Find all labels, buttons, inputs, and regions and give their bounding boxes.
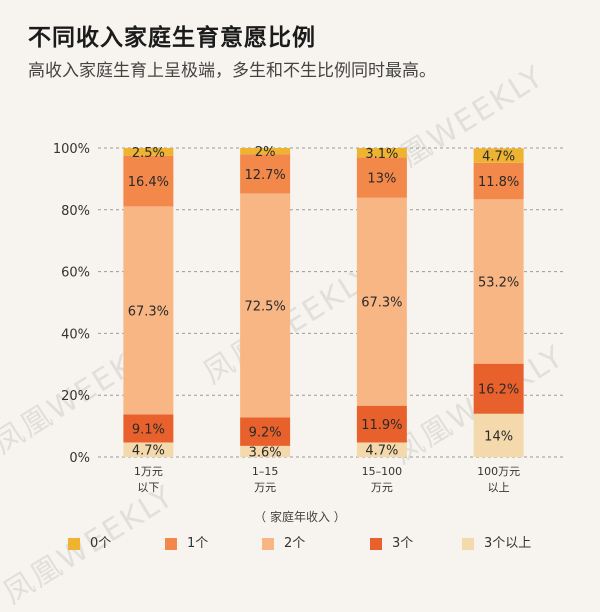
- bar-segment: [356, 148, 407, 158]
- bar-segment: [473, 413, 524, 457]
- bar-segment: [356, 157, 407, 198]
- data-label: 4.7%: [132, 444, 165, 459]
- bar-segment: [240, 148, 291, 155]
- x-tick-label: 1–15: [252, 465, 279, 478]
- x-tick-label: 以上: [488, 481, 510, 494]
- data-label: 11.8%: [478, 175, 519, 190]
- chart-bars: 4.7% 9.1% 67.3% 16.4% 2.5% 3.6% 9.2% 72.5% 12.7%…: [123, 145, 524, 460]
- y-axis-ticks: 0% 20% 40% 60% 80% 100%: [53, 142, 90, 466]
- data-label: 9.2%: [249, 426, 282, 441]
- data-label: 53.2%: [478, 275, 519, 290]
- data-label: 2%: [255, 145, 276, 160]
- x-tick-label: 以下: [137, 481, 159, 494]
- data-label: 11.9%: [361, 418, 402, 433]
- legend-label: 3个: [392, 536, 414, 551]
- bar-segment: [123, 155, 174, 207]
- bar-segment: [240, 154, 291, 194]
- legend-swatch: [262, 537, 274, 550]
- legend-swatch: [462, 537, 474, 550]
- page-title: 不同收入家庭生育意愿比例: [28, 25, 316, 51]
- bar-segment: [473, 162, 524, 200]
- legend-swatch: [370, 537, 382, 550]
- x-tick-label: 万元: [371, 481, 393, 494]
- data-label: 67.3%: [361, 296, 402, 311]
- legend-label: 2个: [284, 536, 306, 551]
- y-tick-label: 20%: [61, 389, 90, 404]
- stacked-bar-chart: 4.7% 9.1% 67.3% 16.4% 2.5% 3.6% 9.2% 72.5% 12.7%…: [53, 142, 565, 494]
- bar-segment: [473, 199, 524, 364]
- bar-segment: [240, 445, 291, 457]
- bar-segment: [123, 148, 174, 156]
- bar-segment: [123, 206, 174, 415]
- legend-item: 2个: [262, 534, 305, 554]
- bar-segment: [123, 414, 174, 443]
- x-tick-label: 100万元: [477, 465, 520, 478]
- data-label: 16.2%: [478, 383, 519, 398]
- bar-segment: [473, 363, 524, 414]
- bar-segment: [473, 148, 524, 163]
- bar-segment: [356, 405, 407, 443]
- data-label: 3.6%: [249, 445, 282, 460]
- legend-label: 3个以上: [484, 536, 532, 551]
- bar-segment: [356, 442, 407, 457]
- legend-item: 1个: [165, 534, 208, 554]
- data-label: 12.7%: [244, 168, 285, 183]
- legend-swatch: [68, 537, 80, 550]
- bar-segment: [240, 417, 291, 446]
- y-tick-label: 80%: [61, 204, 90, 219]
- data-label: 4.7%: [365, 444, 398, 459]
- chart-legend: 0个 1个 2个 3个 3个以上: [0, 534, 600, 558]
- legend-label: 0个: [90, 536, 112, 551]
- legend-item: 3个以上: [462, 534, 531, 554]
- legend-item: 0个: [68, 534, 111, 554]
- legend-swatch: [165, 537, 177, 550]
- legend-item: 3个: [370, 534, 413, 554]
- x-tick-label: 15–100: [362, 465, 403, 478]
- page-subtitle: 高收入家庭生育上呈极端，多生和不生比例同时最高。: [28, 61, 436, 81]
- data-label: 14%: [484, 429, 513, 444]
- y-tick-label: 0%: [69, 451, 90, 466]
- data-label: 16.4%: [128, 175, 169, 190]
- data-label: 4.7%: [482, 150, 515, 165]
- y-tick-label: 60%: [61, 266, 90, 281]
- x-tick-label: 1万元: [134, 465, 163, 478]
- data-label: 72.5%: [244, 299, 285, 314]
- data-label: 13%: [367, 172, 396, 187]
- data-label: 3.1%: [365, 147, 398, 162]
- data-label: 2.5%: [132, 146, 165, 161]
- legend-label: 1个: [187, 536, 209, 551]
- y-tick-label: 100%: [53, 142, 90, 157]
- bar-segment: [240, 193, 291, 418]
- bar-segment: [356, 197, 407, 406]
- x-axis-label: （ 家庭年收入 ）: [254, 510, 346, 524]
- y-tick-label: 40%: [61, 327, 90, 342]
- data-label: 9.1%: [132, 422, 165, 437]
- bar-segment: [123, 442, 174, 457]
- x-tick-label: 万元: [254, 481, 276, 494]
- data-label: 67.3%: [128, 304, 169, 319]
